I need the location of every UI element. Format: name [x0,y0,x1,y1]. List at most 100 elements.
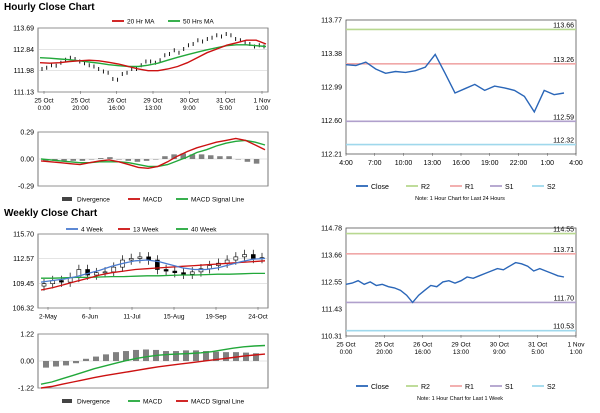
level-label-s2: 112.32 [553,138,574,145]
y-tick-label: 113.69 [13,26,34,33]
y-tick-label: -1.22 [18,386,34,393]
divergence-bar [180,153,186,159]
x-tick-line: 19-Sep [206,314,227,321]
y-tick-label: 113.66 [321,253,342,260]
x-tick-line: 26 Oct [413,342,432,349]
x-tick-line: 16:00 [415,349,432,356]
x-tick-line: 1:00 [570,349,583,356]
candle-body [172,270,178,273]
x-tick-label: 26 Oct 16:00 [107,98,126,113]
x-tick-label: 25 Oct 0:00 [336,342,355,357]
x-tick-line: 19:00 [481,160,499,167]
level-label-r1: 113.71 [553,247,574,254]
x-tick-line: 9:00 [493,349,506,356]
x-tick-label: 13:00 [423,160,441,167]
legend-label: MACD [143,197,162,204]
divergence-bar [226,156,232,159]
x-tick-line: 7:00 [368,160,382,167]
x-tick-line: 25 Oct [71,98,90,105]
candle-body [242,254,247,258]
x-tick-label: 4:00 [339,160,353,167]
x-tick-label: 1 Nov 1:00 [254,98,272,113]
y-tick-label: 106.32 [13,306,35,313]
x-tick-line: 13:00 [423,160,441,167]
chart-note: Note: 1 Hour Chart for Last 1 Week [417,396,503,402]
x-tick-line: 5:00 [219,105,232,112]
x-tick-label: 7:00 [368,160,382,167]
x-tick-line: 0:00 [340,349,353,356]
divergence-bar [193,350,199,361]
divergence-bar [79,159,86,161]
x-tick-label: 16:00 [452,160,470,167]
x-tick-line: 10:00 [395,160,413,167]
x-tick-line: 25 Oct [34,98,53,105]
y-tick-label: 111.13 [14,90,34,97]
divergence-bar [243,352,249,361]
y-tick-label: 109.45 [13,281,35,288]
x-tick-line: 1 Nov [254,98,272,105]
divergence-bar [143,349,149,361]
legend-label: 20 Hr MA [127,19,155,26]
x-tick-label: 19-Sep [206,314,227,321]
x-tick-line: 31 Oct [216,98,235,105]
close-line [345,261,565,304]
x-tick-line: 15-Aug [164,314,185,321]
x-tick-line: 29 Oct [451,342,470,349]
weekly-macd-chart: 1.22 0.00 -1.22 Divergence MACD MACD Signal L… [18,332,269,406]
divergence-bar [43,361,49,368]
divergence-bar [107,157,113,159]
legend-label: R1 [465,384,474,391]
x-tick-label: 25 Oct 20:00 [375,342,394,357]
y-tick-label: 115.70 [13,232,34,239]
x-tick-line: 13:00 [453,349,470,356]
legend-label: Divergence [77,197,110,204]
macd-signal-line [40,353,266,389]
x-tick-line: 4:00 [339,160,353,167]
x-tick-line: 9:00 [183,105,196,112]
close-line [345,53,565,114]
y-tick-label: 110.31 [321,334,342,341]
divergence-bar [208,155,214,159]
divergence-bar [253,353,259,361]
x-tick-line: 22:00 [510,160,528,167]
x-tick-label: 1 Nov 1:00 [568,342,586,357]
level-label-s1: 112.59 [553,114,574,121]
hourly-macd-chart: 0.29 0.00 -0.29 Divergence MACD MACD Signal L… [18,130,269,204]
divergence-bar [93,356,99,361]
x-tick-label: 4:00 [569,160,583,167]
hourly-levels-chart: 113.77 113.38 112.99 112.60 112.21 113.66 113.… [321,18,583,203]
x-tick-line: 31 Oct [528,342,547,349]
legend-label: 40 Week [191,227,217,234]
divergence-bar [183,350,189,361]
x-tick-label: 24-Oct [248,314,268,321]
candle-body [102,271,108,274]
legend-label: S2 [547,384,556,391]
x-tick-line: 13:00 [145,105,162,112]
divergence-bar [244,159,251,162]
y-tick-label: 112.60 [321,118,342,125]
x-tick-label: 19:00 [481,160,499,167]
x-tick-line: 11-Jul [123,314,141,321]
hourly-section-title: Hourly Close Chart [4,2,95,13]
x-tick-line: 24-Oct [248,314,268,321]
macd-line [40,137,266,170]
x-tick-line: 30 Oct [180,98,199,105]
divergence-bar [189,154,196,159]
y-tick-label: 0.29 [20,130,34,137]
ma-50-line [39,44,267,68]
legend-swatch-divergence [62,399,72,403]
divergence-bar [123,351,129,361]
ma-4-week-line [40,257,266,283]
ma-40-week-line [41,272,265,279]
x-tick-label: 22:00 [510,160,528,167]
y-tick-label: 111.98 [14,68,34,75]
x-tick-label: 25 Oct 0:00 [34,98,53,113]
weekly-price-chart: 115.70 112.57 109.45 106.32 2-May 6-Jun 11-Jul… [13,227,269,321]
ma-20-line [39,39,267,72]
divergence-bar [98,158,104,159]
divergence-bar [213,351,219,361]
x-tick-label: 26 Oct 16:00 [413,342,432,357]
candle-body [181,272,186,275]
x-tick-line: 30 Oct [490,342,509,349]
plot-frame [345,227,577,337]
